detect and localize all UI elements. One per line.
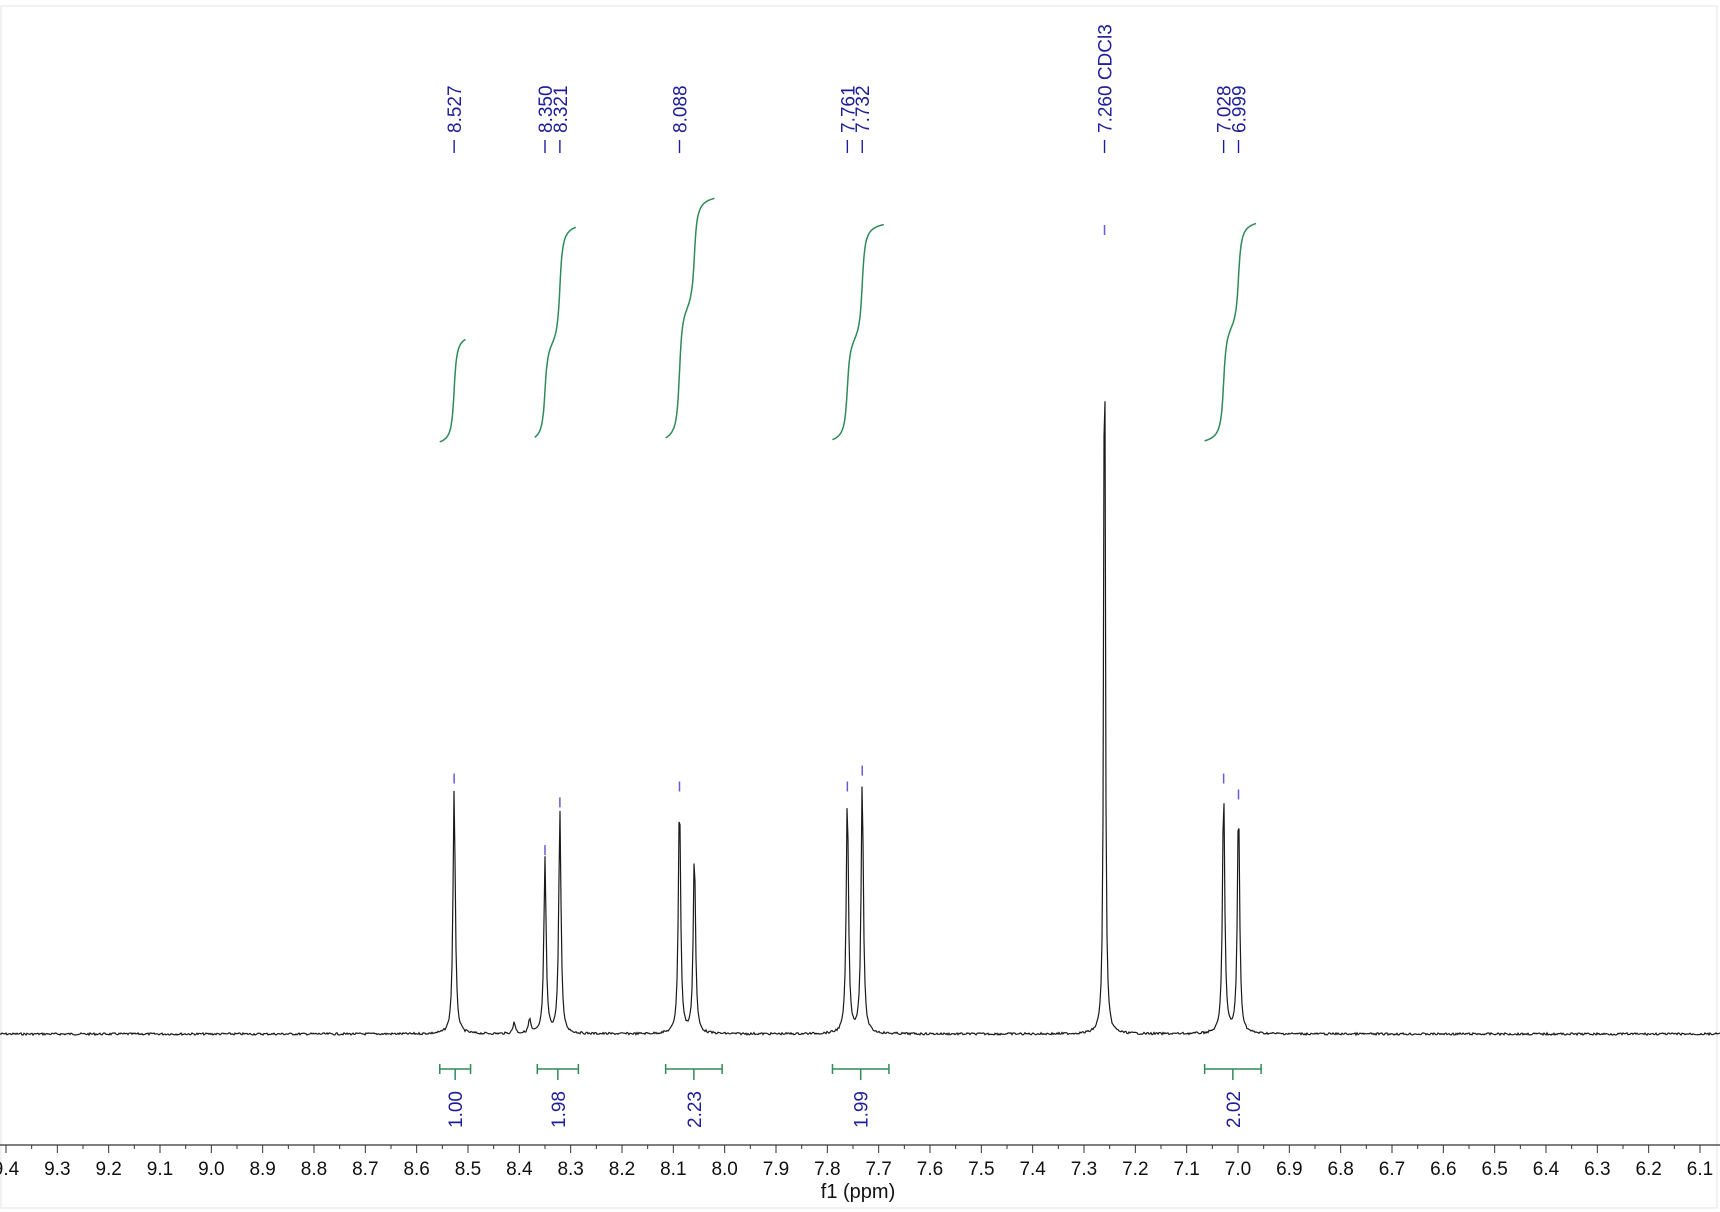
- x-tick-label: 7.4: [1019, 1159, 1046, 1180]
- integral-curve: [832, 223, 884, 441]
- x-tick-label: 8.4: [506, 1159, 533, 1180]
- integral-range: 1.99: [831, 1064, 890, 1128]
- x-tick-label: 6.8: [1327, 1159, 1353, 1180]
- x-tick-label: 8.6: [403, 1159, 429, 1180]
- x-tick-label: 7.7: [865, 1159, 891, 1180]
- peak-label: 8.527: [445, 85, 466, 153]
- x-tick-label: 6.6: [1430, 1159, 1456, 1180]
- x-tick-label: 7.2: [1122, 1159, 1148, 1180]
- plot-border: [0, 5, 1718, 1209]
- x-tick-label: 7.3: [1071, 1159, 1097, 1180]
- integral-labels-layer: 1.00 1.98 2.23 1.99 2.02: [439, 1064, 1262, 1128]
- integral-curve: [1204, 222, 1257, 442]
- spectrum-line: [0, 401, 1720, 1037]
- x-tick-label: 7.0: [1225, 1159, 1251, 1180]
- peak-label-text: 8.527: [445, 85, 466, 133]
- peak-label-text: 7.260 CDCl3: [1096, 24, 1117, 133]
- x-tick-label: 8.0: [711, 1159, 737, 1180]
- x-tick-label: 8.5: [455, 1159, 481, 1180]
- integral-value: 2.23: [685, 1091, 706, 1128]
- x-tick-label: 6.7: [1379, 1159, 1405, 1180]
- peak-label-text: 6.999: [1230, 85, 1251, 133]
- peak-label: 7.028: [1215, 85, 1236, 153]
- x-tick-label: 9.2: [95, 1159, 121, 1180]
- spectrum-layer: [0, 225, 1720, 1037]
- integral-range: 1.98: [536, 1064, 580, 1128]
- x-tick-label: 6.9: [1276, 1159, 1302, 1180]
- peak-label-text: 7.732: [853, 85, 874, 133]
- x-tick-label: 8.9: [249, 1159, 275, 1180]
- x-tick-label: 9.1: [147, 1159, 173, 1180]
- x-tick-label: 9.0: [198, 1159, 224, 1180]
- x-tick-label: 7.8: [814, 1159, 840, 1180]
- x-tick-label: 8.8: [301, 1159, 327, 1180]
- integral-range: 2.02: [1203, 1064, 1262, 1128]
- integral-range: 2.23: [664, 1064, 723, 1128]
- peak-label-text: 7.028: [1215, 85, 1236, 133]
- x-axis: 9.4 9.3 9.2 9.1 9.0 8.9 8.8 8.7 8.6 8.5 8.4 8.3 8.2 8…: [0, 1144, 1720, 1180]
- x-tick-label: 7.6: [917, 1159, 943, 1180]
- peak-label-text: 8.321: [551, 85, 572, 133]
- x-axis-label: f1 (ppm): [821, 1181, 895, 1203]
- integral-curve: [439, 338, 466, 443]
- x-tick-label: 8.7: [352, 1159, 378, 1180]
- integral-value: 1.00: [446, 1091, 467, 1128]
- x-tick-label: 8.3: [557, 1159, 583, 1180]
- peak-label: 7.761: [838, 85, 859, 153]
- peak-label: 7.260 CDCl3: [1096, 24, 1117, 153]
- peak-label: 6.999: [1230, 85, 1251, 153]
- x-tick-label: 9.3: [44, 1159, 70, 1180]
- integral-value: 1.99: [852, 1091, 873, 1128]
- integral-curves-layer: [439, 197, 1257, 443]
- peak-label-text: 8.088: [670, 85, 691, 133]
- x-tick-label: 7.5: [968, 1159, 994, 1180]
- x-tick-label: 8.1: [660, 1159, 686, 1180]
- peak-label: 8.321: [551, 85, 572, 153]
- x-tick-label: 6.4: [1533, 1159, 1560, 1180]
- x-tick-label: 7.9: [763, 1159, 789, 1180]
- integral-curve: [665, 197, 715, 439]
- x-tick-label: 6.2: [1635, 1159, 1661, 1180]
- integral-range: 1.00: [439, 1064, 472, 1128]
- x-tick-label: 6.5: [1481, 1159, 1507, 1180]
- peak-label: 7.732: [853, 85, 874, 153]
- integral-curve: [534, 226, 577, 438]
- peak-label-text: 7.761: [838, 85, 859, 133]
- x-tick-label: 6.1: [1687, 1159, 1713, 1180]
- peak-label: 8.088: [670, 85, 691, 153]
- x-tick-label: 7.1: [1173, 1159, 1199, 1180]
- peak-label-text: 8.350: [536, 85, 557, 133]
- integral-value: 2.02: [1224, 1091, 1245, 1128]
- x-tick-label: 6.3: [1584, 1159, 1610, 1180]
- x-tick-label: 9.4: [0, 1159, 20, 1180]
- integral-value: 1.98: [549, 1091, 570, 1128]
- x-tick-label: 8.2: [609, 1159, 635, 1180]
- peak-label: 8.350: [536, 85, 557, 153]
